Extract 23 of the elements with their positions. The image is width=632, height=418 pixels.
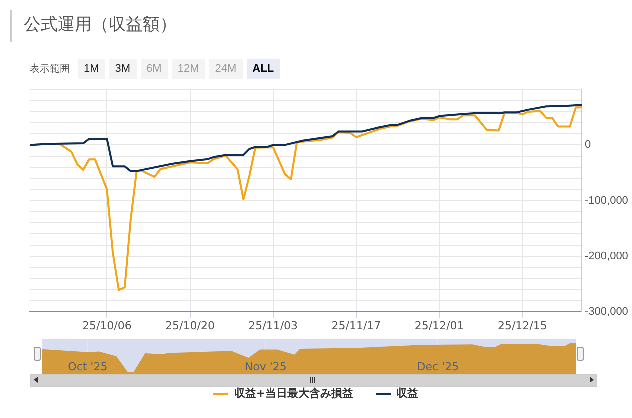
text: 12M — [172, 59, 206, 79]
y-tick-label: 0 — [585, 139, 592, 152]
text: 6M — [140, 59, 168, 79]
x-tick-label: Nov '25 — [244, 360, 287, 374]
legend-label: 収益 — [396, 387, 419, 400]
y-tick-label: -200,000 — [585, 250, 628, 262]
x-tick-label: 25/10/20 — [166, 319, 215, 332]
y-tick-label: -300,000 — [585, 306, 628, 318]
legend-label: 収益+当日最大含み損益 — [234, 387, 354, 400]
x-tick-label: 25/12/01 — [414, 319, 464, 332]
text: 表示範囲 — [30, 62, 70, 76]
x-tick-label: 25/12/15 — [498, 319, 548, 332]
chart-title: 公式運用（収益額） — [10, 10, 177, 42]
text: 24M — [209, 59, 243, 79]
x-tick-label: Oct '25 — [68, 360, 108, 374]
text: ALL — [246, 59, 280, 79]
x-tick-label: 25/11/17 — [332, 319, 382, 332]
x-tick-label: 25/11/03 — [248, 319, 298, 332]
y-tick-label: -100,000 — [585, 194, 628, 207]
x-tick-label: 25/10/06 — [82, 319, 132, 332]
text: 3M — [109, 59, 137, 79]
text: 1M — [78, 59, 106, 79]
x-tick-label: Dec '25 — [417, 360, 460, 374]
